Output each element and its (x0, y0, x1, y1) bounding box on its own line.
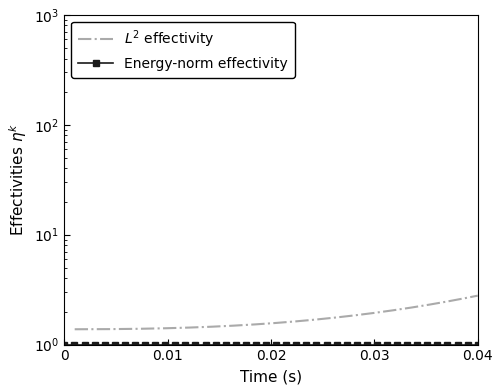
Energy-norm effectivity (444, 342, 450, 347)
Energy-norm effectivity (314, 342, 320, 347)
$L^2$ effectivity (72, 327, 78, 332)
Y-axis label: Effectivities $\eta^k$: Effectivities $\eta^k$ (7, 123, 28, 236)
Energy-norm effectivity (404, 342, 410, 347)
Energy-norm effectivity (334, 342, 340, 347)
$L^2$ effectivity (318, 317, 324, 321)
Energy-norm effectivity (464, 342, 470, 347)
Energy-norm effectivity (454, 342, 460, 347)
Energy-norm effectivity (253, 342, 259, 347)
Line: Energy-norm effectivity: Energy-norm effectivity (62, 342, 480, 348)
Energy-norm effectivity (324, 342, 330, 347)
Energy-norm effectivity (354, 342, 360, 347)
Energy-norm effectivity (172, 342, 178, 347)
Energy-norm effectivity (233, 342, 239, 347)
Energy-norm effectivity (364, 342, 370, 347)
$L^2$ effectivity (73, 327, 79, 332)
Energy-norm effectivity (62, 342, 68, 347)
Line: $L^2$ effectivity: $L^2$ effectivity (74, 296, 477, 329)
Energy-norm effectivity (92, 342, 98, 347)
Legend: $L^2$ effectivity, Energy-norm effectivity: $L^2$ effectivity, Energy-norm effectivi… (72, 22, 295, 78)
Energy-norm effectivity (424, 342, 430, 347)
Energy-norm effectivity (384, 342, 390, 347)
Energy-norm effectivity (72, 342, 78, 347)
Energy-norm effectivity (152, 342, 158, 347)
Energy-norm effectivity (243, 342, 249, 347)
Energy-norm effectivity (374, 342, 380, 347)
Energy-norm effectivity (142, 342, 148, 347)
Energy-norm effectivity (82, 342, 87, 347)
Energy-norm effectivity (304, 342, 310, 347)
$L^2$ effectivity (312, 317, 318, 322)
Energy-norm effectivity (283, 342, 289, 347)
Energy-norm effectivity (202, 342, 208, 347)
Energy-norm effectivity (132, 342, 138, 347)
Energy-norm effectivity (263, 342, 269, 347)
Energy-norm effectivity (112, 342, 118, 347)
Energy-norm effectivity (102, 342, 107, 347)
Energy-norm effectivity (474, 342, 480, 347)
Energy-norm effectivity (434, 342, 440, 347)
$L^2$ effectivity (412, 305, 418, 309)
Energy-norm effectivity (394, 342, 400, 347)
Energy-norm effectivity (414, 342, 420, 347)
Energy-norm effectivity (212, 342, 218, 347)
$L^2$ effectivity (310, 317, 316, 322)
Energy-norm effectivity (222, 342, 228, 347)
Energy-norm effectivity (294, 342, 300, 347)
$L^2$ effectivity (437, 300, 443, 305)
Energy-norm effectivity (162, 342, 168, 347)
Energy-norm effectivity (182, 342, 188, 347)
Energy-norm effectivity (273, 342, 279, 347)
Energy-norm effectivity (192, 342, 198, 347)
Energy-norm effectivity (344, 342, 349, 347)
X-axis label: Time (s): Time (s) (240, 369, 302, 384)
Energy-norm effectivity (122, 342, 128, 347)
$L^2$ effectivity (474, 293, 480, 298)
